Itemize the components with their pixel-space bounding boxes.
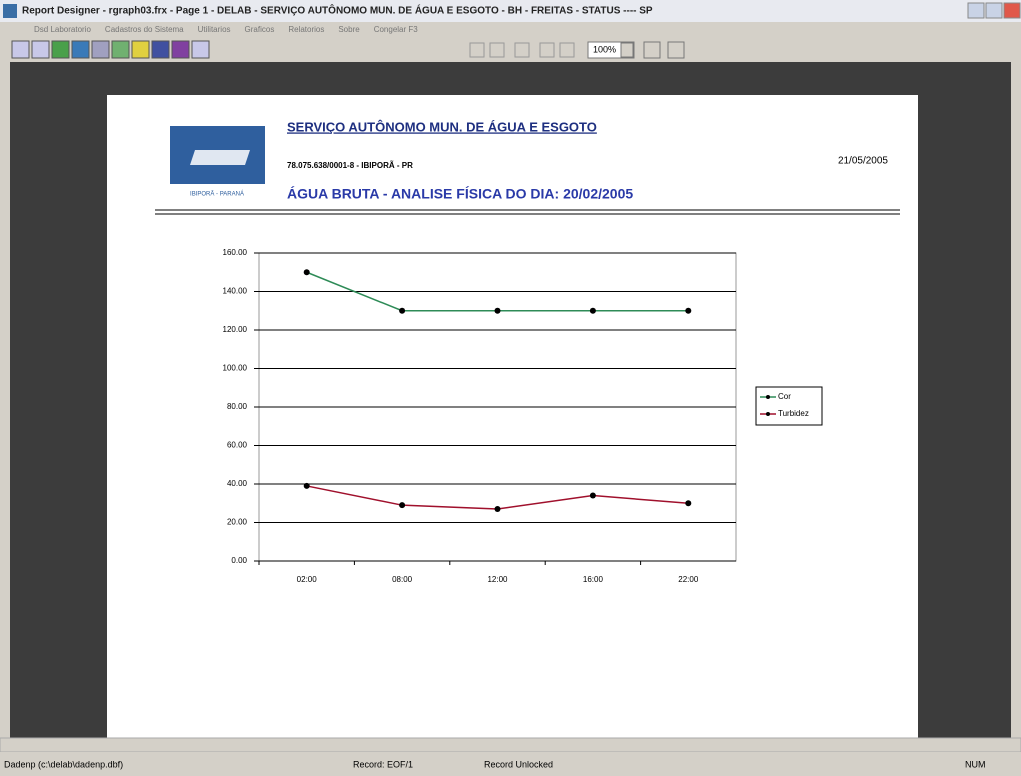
tool-button[interactable] [131, 40, 150, 59]
data-point [685, 500, 692, 507]
y-tick-label: 140.00 [223, 287, 248, 296]
tool-button[interactable] [91, 40, 110, 59]
goto-page[interactable] [514, 42, 530, 58]
menu-item[interactable]: Graficos [245, 25, 275, 34]
minimize-button[interactable] [967, 2, 985, 19]
menu-item[interactable]: Congelar F3 [374, 25, 419, 34]
menu-item[interactable]: Utilitarios [198, 25, 231, 34]
x-tick-label: 12:00 [487, 575, 508, 584]
org-name: SERVIÇO AUTÔNOMO MUN. DE ÁGUA E ESGOTO [287, 119, 597, 134]
status-record: Record: EOF/1 [353, 759, 413, 769]
org-id: 78.075.638/0001-8 - IBIPORÃ - PR [287, 161, 413, 170]
y-tick-label: 0.00 [231, 556, 247, 565]
zoom-value: 100% [593, 44, 616, 54]
report-date: 21/05/2005 [838, 156, 888, 167]
data-point [399, 307, 406, 314]
prev-page[interactable] [489, 42, 505, 58]
y-tick-label: 60.00 [227, 441, 248, 450]
data-point [685, 307, 692, 314]
logo-shape [190, 150, 250, 165]
print-button[interactable] [667, 41, 685, 59]
legend-label: Cor [778, 392, 791, 401]
data-point [589, 492, 596, 499]
status-table: Dadenp (c:\delab\dadenp.dbf) [4, 759, 123, 769]
first-page[interactable] [469, 42, 485, 58]
menu-item[interactable]: Cadastros do Sistema [105, 25, 184, 34]
data-point [494, 506, 501, 513]
data-point [303, 482, 310, 489]
tool-button[interactable] [51, 40, 70, 59]
horizontal-scrollbar[interactable] [0, 737, 1021, 753]
toolbar-buttons: 100% [11, 40, 685, 59]
y-tick-label: 160.00 [223, 248, 248, 257]
y-tick-label: 120.00 [223, 325, 248, 334]
status-lock: Record Unlocked [484, 759, 553, 769]
menu-bar: Dsd Laboratorio Cadastros do Sistema Utili… [34, 25, 418, 34]
tool-button[interactable] [31, 40, 50, 59]
menu-item[interactable]: Relatorios [288, 25, 324, 34]
last-page[interactable] [559, 42, 575, 58]
next-page[interactable] [539, 42, 555, 58]
tool-button[interactable] [111, 40, 130, 59]
maximize-button[interactable] [985, 2, 1003, 19]
y-tick-label: 20.00 [227, 518, 248, 527]
title-bar [0, 0, 1021, 22]
menu-item[interactable]: Sobre [338, 25, 360, 34]
x-tick-label: 02:00 [297, 575, 318, 584]
toolbar [0, 38, 1021, 62]
menu-item[interactable]: Dsd Laboratorio [34, 25, 91, 34]
tool-button[interactable] [171, 40, 190, 59]
data-point [589, 307, 596, 314]
x-tick-label: 22:00 [678, 575, 699, 584]
close-preview[interactable] [643, 41, 661, 59]
y-tick-label: 40.00 [227, 479, 248, 488]
window-title: Report Designer - rgraph03.frx - Page 1 … [22, 4, 653, 17]
legend-box [755, 386, 823, 426]
data-point [303, 269, 310, 276]
logo-text: IBIPORÃ - PARANÁ [190, 191, 244, 198]
status-bar [0, 752, 1021, 776]
status-num: NUM [965, 759, 986, 769]
legend-label: Turbidez [778, 409, 809, 418]
data-point [494, 307, 501, 314]
data-point [399, 502, 406, 509]
close-button[interactable] [1003, 2, 1021, 19]
tool-button[interactable] [11, 40, 30, 59]
zoom-dropdown[interactable] [620, 42, 634, 58]
report-heading: ÁGUA BRUTA - ANALISE FÍSICA DO DIA: 20/0… [287, 186, 633, 202]
tool-button[interactable] [71, 40, 90, 59]
legend-marker [766, 395, 770, 399]
x-tick-label: 08:00 [392, 575, 413, 584]
chart: 0.00 20.00 40.00 60.00 80.00 100.00 120.00 140.… [223, 248, 823, 584]
y-tick-label: 100.00 [223, 364, 248, 373]
tool-button[interactable] [151, 40, 170, 59]
legend-marker [766, 412, 770, 416]
app-icon [3, 4, 17, 18]
y-tick-label: 80.00 [227, 402, 248, 411]
tool-button[interactable] [191, 40, 210, 59]
x-tick-label: 16:00 [583, 575, 604, 584]
